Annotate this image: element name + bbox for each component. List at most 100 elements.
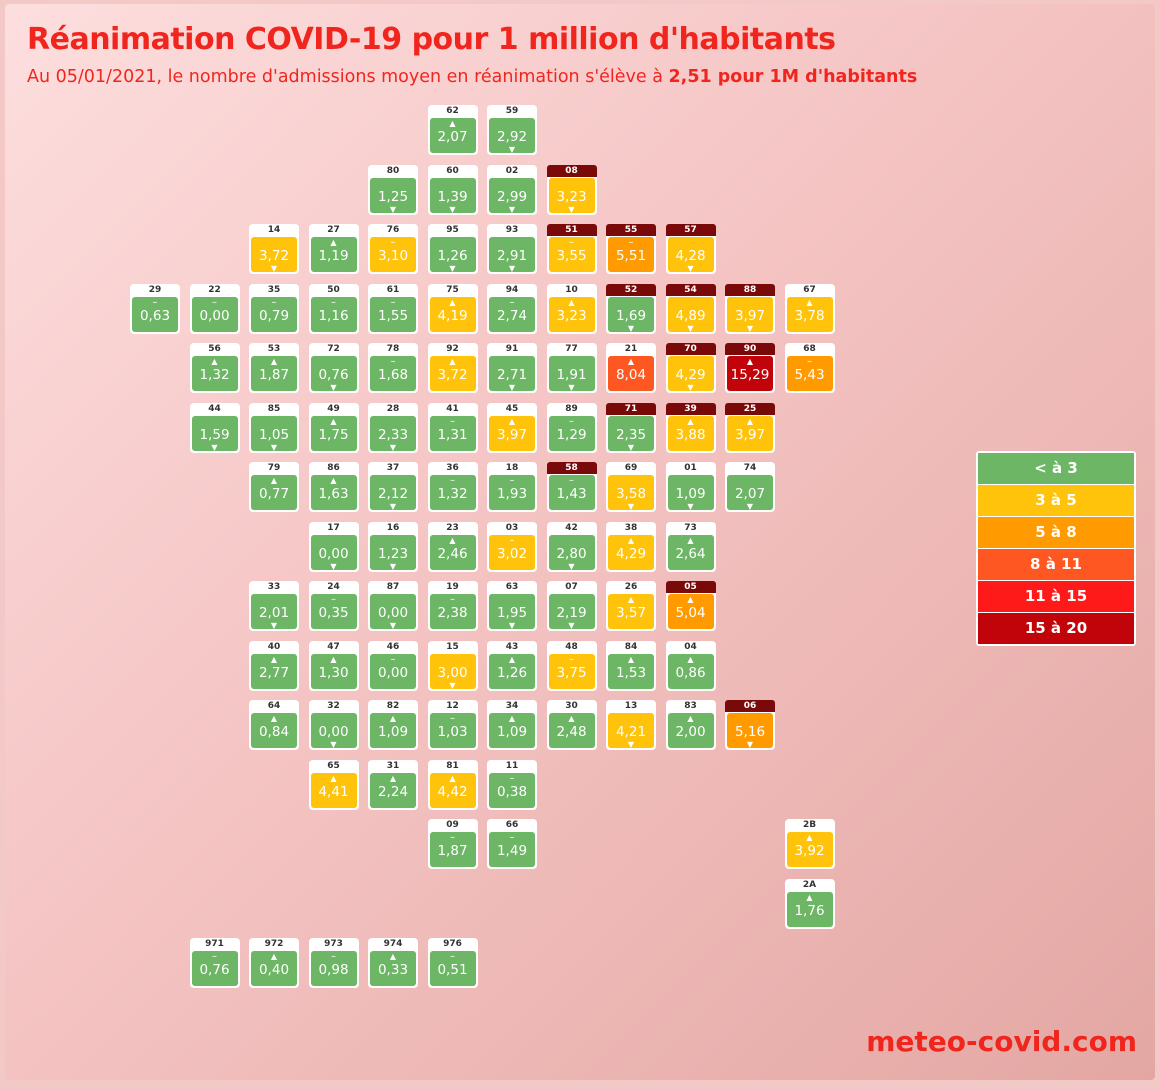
department-code: 37: [386, 463, 400, 473]
department-code: 65: [327, 760, 340, 771]
trend-icon: –: [509, 772, 515, 784]
department-value: 1,63: [318, 486, 349, 502]
department-tile: 11–0,38: [487, 759, 537, 810]
department-value: 1,32: [437, 486, 468, 502]
department-tile: 13 4,21 ▼: [606, 700, 656, 750]
department-value: 8,04: [615, 367, 647, 383]
department-value: 0,77: [258, 486, 290, 502]
trend-icon: [311, 263, 357, 275]
legend-item: < à 3: [978, 453, 1134, 484]
department-tile: 30 ▲ 2,48: [546, 700, 597, 750]
department-value: 1,19: [318, 248, 349, 264]
department-value: 0,76: [199, 962, 230, 978]
department-code: 75: [446, 284, 459, 295]
department-value: 1,09: [496, 724, 528, 740]
department-tile: 04 ▲ 0,86: [665, 640, 716, 691]
department-code: 43: [505, 641, 519, 652]
trend-icon: ▼: [627, 502, 635, 511]
department-value-tile: –3,55: [548, 237, 595, 272]
trend-icon: [251, 739, 297, 751]
department-value-tile: –1,03: [429, 713, 476, 748]
trend-icon: ▲: [687, 416, 694, 426]
department-tile: 88 3,97 ▼: [725, 283, 775, 334]
department-tile: 77 1,91 ▼: [546, 343, 597, 393]
department-code: 01: [684, 463, 697, 473]
department-code: 40: [267, 641, 281, 652]
department-tile: 45 ▲ 3,97: [487, 402, 537, 454]
trend-icon: ▼: [627, 442, 635, 452]
department-value: 3,78: [794, 307, 825, 324]
department-value-tile: ▲ 4,29: [608, 534, 654, 570]
department-value: 1,25: [377, 188, 409, 205]
department-value: 3,92: [794, 843, 825, 859]
department-tile: 86 ▲ 1,63: [308, 462, 359, 512]
department-value: 4,42: [437, 783, 468, 800]
trend-icon: [370, 263, 416, 275]
department-tile: 26 ▲ 3,57: [606, 581, 656, 631]
department-value: 0,79: [258, 307, 290, 324]
trend-icon: [370, 799, 416, 811]
department-value-tile: –0,76: [191, 951, 238, 986]
department-value: 1,75: [318, 426, 349, 443]
department-tile: 90 ▲ 15,29: [725, 343, 775, 393]
trend-icon: [489, 442, 535, 454]
department-value: 0,84: [258, 724, 290, 740]
department-value: 3,97: [496, 426, 528, 443]
trend-icon: [668, 561, 714, 573]
department-code: 19: [446, 582, 459, 592]
department-code: 12: [446, 701, 459, 711]
department-tile: 61–1,55: [368, 283, 418, 334]
department-value-tile: ▲ 0,33: [370, 951, 416, 986]
department-value-tile: ▲ 1,75: [310, 415, 357, 451]
trend-icon: ▼: [687, 383, 694, 392]
trend-icon: [608, 416, 654, 428]
department-code: 11: [505, 760, 519, 771]
department-value: 0,00: [199, 307, 230, 324]
department-tile: 22–0,00: [189, 283, 240, 334]
department-value-tile: ▲ 0,77: [251, 475, 297, 510]
department-value: 1,59: [199, 426, 230, 443]
department-tile: 18 –1,93: [487, 462, 537, 512]
subtitle-text: Au 05/01/2021, le nombre d'admissions mo…: [27, 67, 669, 87]
trend-icon: [489, 858, 535, 870]
department-code: 63: [505, 582, 519, 592]
trend-icon: [549, 442, 595, 454]
trend-icon: [787, 918, 833, 930]
trend-icon: ▲: [330, 476, 337, 485]
department-tile: 2A ▲ 1,76: [784, 878, 835, 930]
department-tile: 84 ▲ 1,53: [606, 640, 656, 691]
department-value-tile: –1,55: [370, 296, 416, 332]
trend-icon: –: [569, 475, 574, 486]
department-value: 1,93: [496, 486, 528, 502]
department-tile: 06 5,16 ▼: [725, 700, 775, 750]
trend-icon: [430, 382, 476, 394]
department-code: 10: [565, 284, 578, 295]
trend-icon: ▲: [746, 357, 754, 366]
department-value-tile: ▲ 3,57: [608, 594, 654, 629]
department-value-tile: ▲ 2,00: [667, 713, 714, 748]
department-value-tile: ▲ 0,40: [251, 951, 297, 986]
department-code: 61: [386, 284, 400, 295]
department-value: 1,55: [377, 307, 409, 324]
legend-item: 15 à 20: [978, 613, 1134, 644]
department-tile: 71 2,35 ▼: [606, 402, 656, 453]
trend-icon: ▲: [330, 416, 337, 426]
department-tile: 19 –2,38: [427, 581, 478, 631]
department-tile: 02 2,99 ▼: [487, 164, 537, 215]
trend-icon: [311, 535, 357, 547]
trend-icon: ▲: [806, 297, 813, 307]
department-tile: 58–1,43: [546, 462, 597, 512]
trend-icon: ▼: [746, 502, 754, 511]
department-value-tile: ▲ 0,86: [667, 653, 714, 689]
department-value: 3,10: [377, 248, 409, 264]
legend-item: 3 à 5: [978, 485, 1134, 516]
department-value-tile: 0,00 ▼: [310, 713, 357, 749]
department-code: 15: [446, 641, 459, 652]
department-value: 4,28: [675, 248, 706, 264]
department-tile: 89–1,29: [546, 402, 597, 454]
trend-icon: [489, 323, 535, 335]
trend-icon: ▲: [389, 714, 397, 723]
department-value-tile: 3,97 ▼: [727, 296, 773, 333]
department-value: 0,33: [377, 962, 409, 978]
department-value-tile: 1,69 ▼: [608, 296, 654, 333]
